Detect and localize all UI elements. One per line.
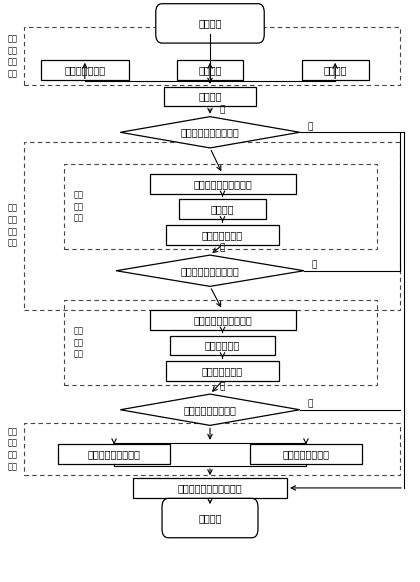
Text: 制定采样分析工作计划: 制定采样分析工作计划 xyxy=(193,315,252,325)
Text: 编制工作区环境调查报告: 编制工作区环境调查报告 xyxy=(178,483,242,493)
Text: 人员访谈: 人员访谈 xyxy=(323,65,347,74)
Text: 是: 是 xyxy=(220,382,225,392)
Bar xyxy=(24,141,400,310)
Text: 需要风险评估及修置: 需要风险评估及修置 xyxy=(184,404,236,415)
Text: 现场采样: 现场采样 xyxy=(211,204,234,214)
Bar xyxy=(133,478,287,498)
Text: 初步
采样
分析: 初步 采样 分析 xyxy=(74,190,84,223)
Bar xyxy=(24,27,400,86)
Text: 现场详细采样: 现场详细采样 xyxy=(205,340,240,350)
Text: 调查结果: 调查结果 xyxy=(198,513,222,523)
Text: 是否需要详细采样分析: 是否需要详细采样分析 xyxy=(181,266,239,276)
Bar xyxy=(171,336,275,355)
Text: 受体暴露参数调查: 受体暴露参数调查 xyxy=(283,449,329,459)
Text: 资料收集与分析: 资料收集与分析 xyxy=(64,65,105,74)
Text: 否: 否 xyxy=(307,122,313,131)
Text: 是否需要第二阶段调查: 是否需要第二阶段调查 xyxy=(181,127,239,137)
Text: 调查启动: 调查启动 xyxy=(198,19,222,29)
Bar xyxy=(41,60,129,80)
Bar xyxy=(249,445,362,464)
Text: 数据评估与分析: 数据评估与分析 xyxy=(202,366,243,376)
Bar xyxy=(150,174,296,194)
Bar xyxy=(150,310,296,330)
Text: 结果分析: 结果分析 xyxy=(198,91,222,101)
Bar xyxy=(64,164,377,249)
Text: 否: 否 xyxy=(307,399,313,409)
Text: 否: 否 xyxy=(312,260,317,269)
FancyBboxPatch shape xyxy=(156,3,264,43)
FancyBboxPatch shape xyxy=(162,498,258,538)
Bar xyxy=(166,361,279,381)
Polygon shape xyxy=(116,255,304,286)
Bar xyxy=(177,60,243,80)
Text: 第二
阶段
环境
调查: 第二 阶段 环境 调查 xyxy=(8,203,18,248)
Bar xyxy=(64,300,377,385)
Bar xyxy=(166,225,279,244)
Text: 工作区特征参数调查: 工作区特征参数调查 xyxy=(88,449,140,459)
Text: 是: 是 xyxy=(220,105,225,114)
Bar xyxy=(58,445,171,464)
Bar xyxy=(164,87,256,107)
Text: 详细
采样
分析: 详细 采样 分析 xyxy=(74,327,84,359)
Text: 第一
阶段
环境
调查: 第一 阶段 环境 调查 xyxy=(8,34,18,79)
Text: 现场踏查: 现场踏查 xyxy=(198,65,222,74)
Bar xyxy=(24,423,400,475)
Text: 第三
阶段
环境
调查: 第三 阶段 环境 调查 xyxy=(8,427,18,471)
Polygon shape xyxy=(120,116,300,148)
Polygon shape xyxy=(120,394,300,425)
Bar xyxy=(302,60,368,80)
Bar xyxy=(178,200,266,219)
Text: 数据评估与分析: 数据评估与分析 xyxy=(202,230,243,240)
Text: 是: 是 xyxy=(220,244,225,253)
Text: 初步采样分析工作计划: 初步采样分析工作计划 xyxy=(193,179,252,189)
